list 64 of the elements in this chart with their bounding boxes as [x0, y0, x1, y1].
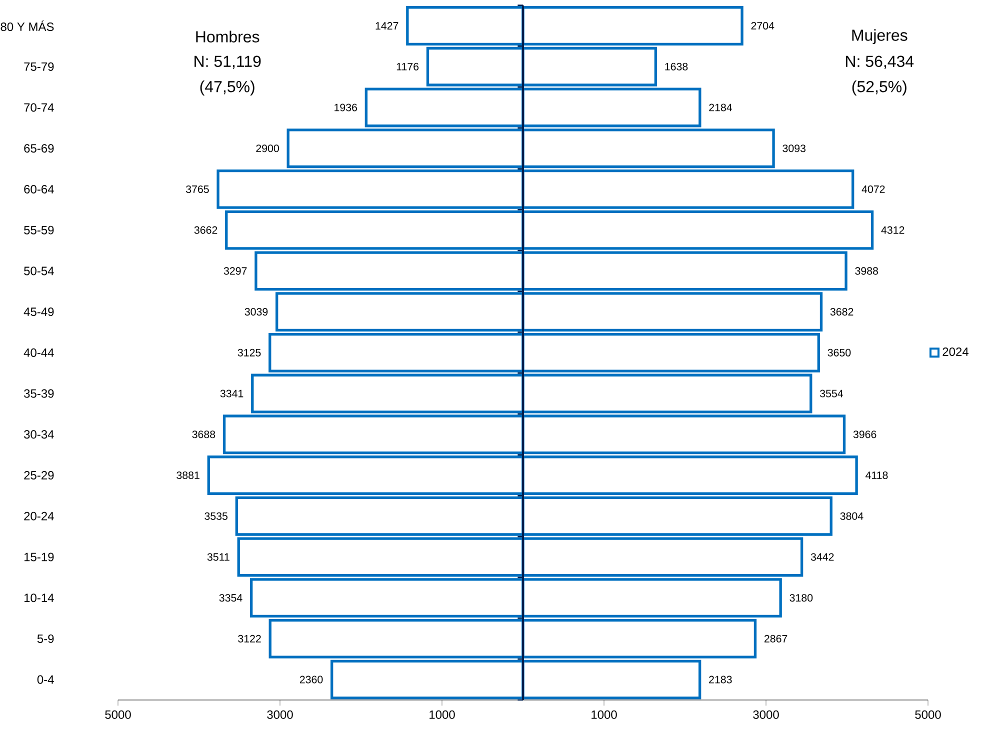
- x-tick-label: 1000: [592, 710, 617, 719]
- annotation: Hombres: [196, 30, 260, 42]
- data-label: 3988: [855, 267, 878, 275]
- data-label: 3662: [194, 226, 218, 234]
- data-label: 1638: [665, 62, 688, 70]
- annotation: N: 56,434: [846, 56, 914, 69]
- data-label: 1427: [376, 22, 398, 30]
- y-tick-label: 60-64: [24, 184, 54, 194]
- data-label: 3554: [820, 390, 844, 398]
- y-tick-label: 25-29: [24, 470, 54, 480]
- data-label: 3682: [830, 308, 854, 316]
- data-label: 1176: [396, 62, 419, 70]
- data-label: 3122: [238, 634, 261, 642]
- data-label: 3650: [828, 348, 851, 356]
- x-tick-label: 5000: [105, 710, 131, 719]
- data-label: 2184: [709, 104, 732, 112]
- y-tick-label: 80 Y MÁS: [0, 20, 54, 32]
- data-label: 3354: [219, 594, 242, 602]
- data-label: 3966: [853, 430, 876, 438]
- data-label: 1936: [334, 104, 357, 112]
- y-tick-label: 70-74: [24, 103, 54, 112]
- y-tick-label: 0-4: [37, 675, 54, 684]
- data-label: 4312: [881, 226, 904, 234]
- data-label: 3297: [224, 267, 247, 275]
- x-tick-label: 1000: [430, 710, 455, 719]
- y-tick-label: 40-44: [24, 348, 54, 357]
- annotation: (52,5%): [852, 80, 906, 96]
- y-tick-label: 20-24: [24, 512, 54, 520]
- legend-label: 2024: [942, 347, 968, 356]
- data-label: 2183: [709, 676, 732, 684]
- x-tick-label: 3000: [753, 710, 779, 719]
- data-label: 2704: [751, 22, 774, 30]
- y-tick-label: 5-9: [37, 634, 54, 643]
- data-label: 3881: [176, 471, 200, 480]
- data-label: 2867: [764, 634, 788, 642]
- data-label: 3688: [192, 430, 216, 438]
- y-tick-label: 55-59: [24, 226, 54, 234]
- x-tick-label: 3000: [267, 710, 293, 719]
- data-label: 3804: [840, 512, 864, 520]
- data-label: 4118: [866, 471, 888, 480]
- y-tick-label: 15-19: [24, 552, 54, 562]
- annotation: Mujeres: [852, 29, 908, 44]
- data-label: 3511: [207, 553, 230, 561]
- data-label: 3039: [244, 308, 268, 316]
- annotation: (47,5%): [200, 80, 254, 96]
- data-label: 3341: [220, 390, 244, 398]
- data-label: 2360: [300, 676, 323, 684]
- x-tick-label: 5000: [915, 710, 941, 719]
- data-label: 4072: [862, 185, 885, 193]
- data-label: 3180: [790, 594, 813, 602]
- data-label: 2900: [256, 144, 279, 152]
- data-label: 3442: [810, 553, 834, 561]
- y-tick-label: 10-14: [24, 594, 54, 602]
- y-tick-label: 35-39: [24, 389, 54, 398]
- annotation: N: 51,119: [194, 56, 261, 69]
- y-tick-label: 30-34: [24, 430, 54, 439]
- data-label: 3535: [204, 512, 228, 520]
- y-tick-label: 65-69: [24, 144, 54, 153]
- y-tick-label: 50-54: [24, 266, 54, 276]
- data-label: 3125: [238, 348, 261, 356]
- data-label: 3093: [782, 144, 806, 152]
- y-tick-label: 75-79: [24, 62, 54, 71]
- y-tick-label: 45-49: [24, 308, 54, 316]
- data-label: 3765: [186, 185, 209, 193]
